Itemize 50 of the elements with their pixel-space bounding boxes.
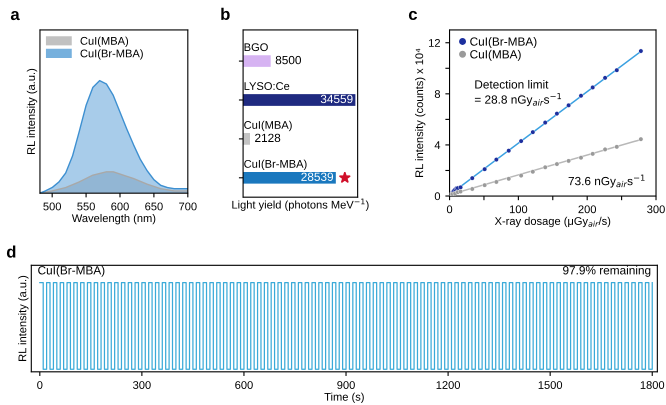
bar (243, 133, 250, 145)
text: CuI(Br-MBA) (38, 266, 104, 277)
x-tick-label: 0 (446, 205, 452, 214)
x-tick-label: 700 (179, 202, 197, 210)
x-axis-title: Time (s) (324, 392, 364, 403)
bar (243, 94, 356, 106)
x-tick-label: 500 (43, 202, 62, 210)
bar (243, 55, 271, 67)
legend-label: CuI(MBA) (470, 50, 521, 61)
y-axis-title: RL intensity (a.u.) (18, 276, 29, 361)
legend-label: CuI(MBA) (80, 36, 128, 47)
y-axis-title: RL intensity (counts) x 10⁴ (415, 48, 426, 177)
x-axis-title: Wavelength (nm) (72, 214, 156, 224)
chart-title: c (408, 10, 418, 20)
x-tick-label: 300 (133, 381, 151, 389)
y-tick-label: 8 (434, 90, 440, 98)
x-tick-label: 100 (510, 205, 528, 214)
y-tick-label: LYSO:Ce (244, 82, 290, 90)
x-tick-label: 900 (337, 381, 355, 389)
annotation: 73.6 nGy$_{air}$s$^{−1}$ (568, 174, 645, 188)
x-axis-title: X-ray dosage (μGy$_{air}$/s) (494, 216, 610, 228)
chart-title: b (221, 8, 230, 20)
data-label: 28539 (301, 172, 334, 181)
annotation: Detection limit = 28.8 nGy$_{air}$s$^{−1}$ (474, 80, 562, 106)
x-tick-label: 0 (37, 381, 42, 389)
x-tick-label: 1200 (436, 381, 460, 389)
legend-label: CuI(Br-MBA) (470, 37, 536, 48)
x-tick-label: 600 (235, 381, 253, 389)
data-label: 8500 (276, 56, 302, 64)
y-axis-title: RL intensity (a.u.) (26, 68, 38, 154)
x-tick-label: 650 (145, 202, 163, 210)
x-axis-title: Light yield (photons MeV$^{−1}$) (232, 198, 369, 211)
y-tick-label: CuI(Br-MBA) (244, 160, 307, 170)
y-tick-label: 4 (434, 141, 440, 149)
chart-title: d (6, 245, 16, 258)
x-tick-label: 300 (647, 205, 665, 214)
data-label: 34559 (320, 94, 353, 104)
y-tick-label: 0 (434, 192, 440, 200)
text: 97.9% remaining (563, 266, 650, 277)
x-tick-label: 600 (111, 202, 129, 210)
x-tick-label: 550 (77, 202, 95, 210)
data-label: 2128 (255, 134, 280, 142)
chart-title: a (10, 11, 20, 20)
x-tick-label: 1800 (640, 381, 664, 389)
y-tick-label: CuI(MBA) (244, 120, 292, 132)
legend-label: CuI(Br-MBA) (80, 49, 143, 60)
y-tick-label: 12 (429, 39, 440, 47)
x-tick-label: 200 (578, 205, 596, 214)
x-tick-label: 1500 (538, 381, 562, 389)
y-tick-label: BGO (244, 43, 268, 52)
